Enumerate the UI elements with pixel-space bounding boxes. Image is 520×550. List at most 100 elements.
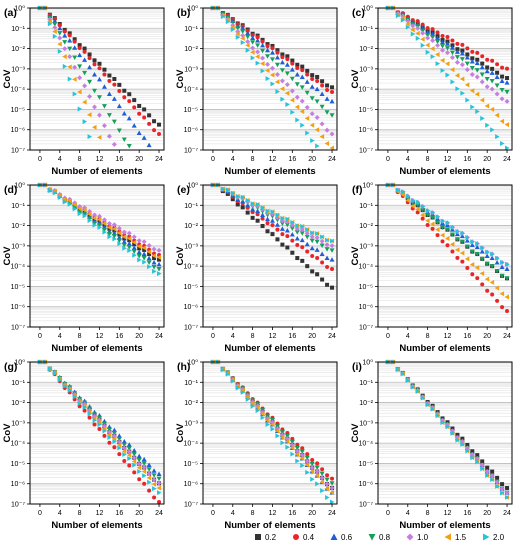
data-point — [62, 199, 68, 205]
data-point — [101, 426, 107, 432]
panel-label: (i) — [352, 361, 362, 373]
data-point — [240, 389, 246, 395]
data-point — [72, 206, 78, 212]
y-tick-label: 10⁻⁶ — [359, 127, 373, 134]
data-point — [157, 122, 162, 127]
data-point — [269, 50, 275, 55]
data-point — [465, 97, 470, 103]
data-point — [131, 455, 137, 461]
data-point — [87, 415, 92, 420]
data-point — [479, 462, 485, 468]
data-point — [450, 79, 455, 85]
data-point — [295, 458, 300, 464]
data-point — [141, 469, 147, 475]
data-point — [92, 417, 98, 423]
y-tick-label: 10⁻⁵ — [359, 461, 373, 468]
data-point — [152, 486, 157, 492]
x-tick-label: 8 — [251, 333, 255, 340]
data-point — [494, 259, 500, 265]
data-point — [274, 62, 280, 68]
data-point — [504, 490, 510, 496]
x-tick-label: 16 — [463, 333, 471, 340]
data-point — [504, 98, 510, 104]
data-point — [494, 112, 500, 118]
data-point — [270, 223, 275, 228]
x-tick-label: 4 — [406, 510, 410, 517]
data-point — [320, 234, 325, 240]
data-point — [289, 226, 295, 231]
data-point — [435, 233, 440, 238]
data-point — [484, 77, 490, 82]
data-point — [116, 433, 122, 438]
data-point — [67, 54, 73, 60]
data-point — [102, 428, 107, 434]
data-point — [300, 462, 305, 468]
data-point — [499, 118, 505, 124]
y-axis-label: CoV — [2, 69, 13, 89]
x-tick-label: 20 — [135, 333, 143, 340]
data-point — [484, 276, 490, 282]
data-point — [235, 202, 240, 207]
data-point — [500, 305, 505, 310]
data-point — [325, 237, 330, 243]
data-point — [280, 52, 285, 57]
data-point — [92, 88, 98, 94]
data-point — [131, 447, 137, 453]
x-tick-label: 0 — [211, 156, 215, 163]
y-tick-label: 10⁻⁷ — [11, 502, 25, 509]
data-point — [305, 469, 310, 475]
data-point — [285, 444, 290, 450]
data-point — [435, 413, 441, 419]
x-tick-label: 20 — [135, 156, 143, 163]
data-point — [425, 208, 431, 214]
data-point — [279, 221, 285, 227]
y-tick-label: 10⁻³ — [184, 420, 198, 427]
plot-frame — [202, 361, 338, 505]
data-point — [111, 222, 117, 228]
data-point — [235, 34, 241, 40]
data-point — [480, 245, 485, 251]
data-point — [324, 477, 330, 483]
legend-label: 1.5 — [455, 533, 467, 542]
data-point — [430, 221, 435, 227]
data-point — [314, 99, 320, 104]
data-point — [494, 269, 500, 274]
y-tick-label: 10⁰ — [14, 359, 25, 367]
data-point — [420, 208, 426, 213]
data-point — [250, 45, 256, 51]
y-axis-label: CoV — [350, 69, 361, 89]
x-tick-label: 4 — [406, 333, 410, 340]
data-point — [314, 239, 320, 245]
data-point — [151, 253, 157, 259]
y-tick-label: 10⁻¹ — [184, 26, 198, 33]
data-point — [420, 216, 425, 221]
y-tick-label: 10⁻⁷ — [11, 148, 25, 155]
data-point — [425, 42, 430, 48]
data-point — [112, 236, 117, 242]
data-point — [279, 78, 285, 84]
data-point — [101, 217, 107, 223]
chart-panel: 10⁰ 10⁻¹ 10⁻² 10⁻³ 10⁻⁴ 10⁻⁵ 10⁻⁶ 10⁻⁷ 0 4 8 12 16 20… — [2, 5, 165, 177]
data-point — [330, 499, 335, 505]
data-point — [131, 123, 137, 128]
data-point — [505, 261, 510, 267]
data-point — [304, 458, 310, 464]
data-point — [484, 469, 490, 475]
data-point — [469, 262, 475, 268]
x-axis-label: Number of elements — [51, 343, 142, 354]
data-point — [92, 221, 98, 226]
data-point — [265, 417, 270, 423]
data-point — [142, 473, 147, 479]
data-point — [156, 261, 162, 267]
data-point — [299, 237, 305, 243]
data-point — [269, 57, 275, 62]
data-point — [121, 110, 127, 116]
data-point — [142, 481, 147, 486]
data-point — [475, 50, 480, 55]
data-point — [122, 458, 127, 463]
x-tick-label: 20 — [483, 156, 491, 163]
data-point — [460, 436, 465, 441]
data-point — [52, 18, 58, 23]
data-point — [57, 48, 63, 54]
data-point — [156, 480, 162, 486]
